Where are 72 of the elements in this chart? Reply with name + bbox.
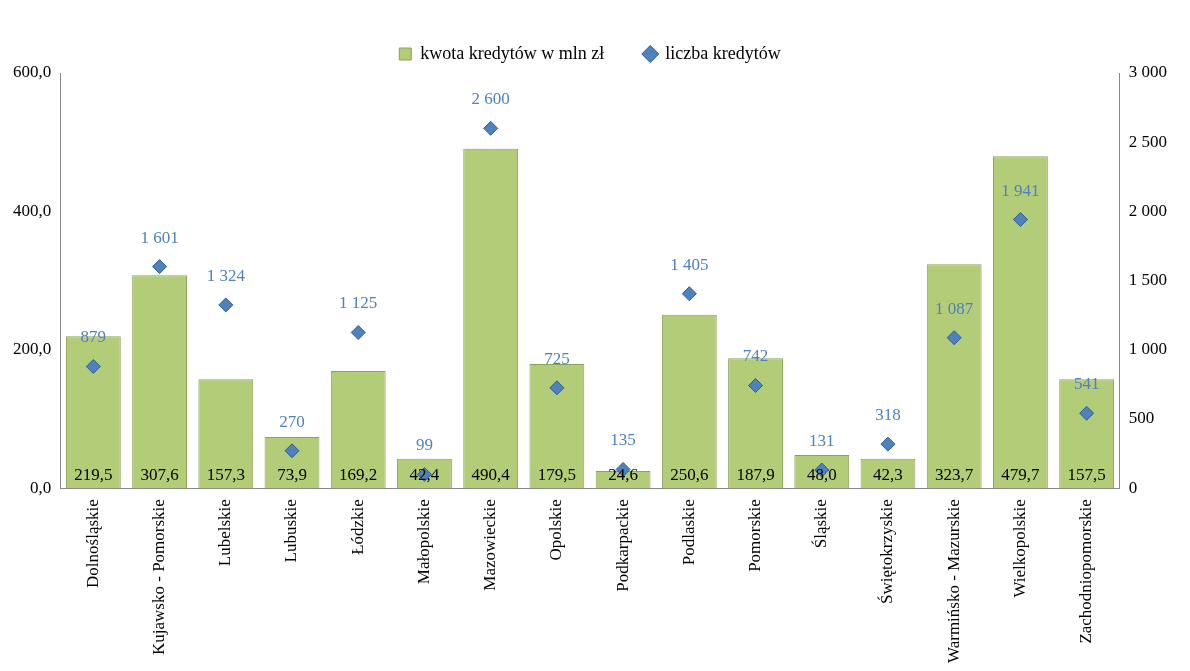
data-label: 1 125 (339, 293, 378, 313)
point (681, 286, 697, 302)
x-tick-label: Warmińsko - Mazurskie (943, 499, 963, 664)
data-label: 1 941 (1001, 180, 1040, 200)
data-label: 1 601 (140, 227, 179, 247)
x-tick-label: Świętokrzyskie (877, 499, 897, 604)
point (85, 359, 101, 374)
data-label: 187,9 (736, 465, 775, 485)
y2-tick-label: 0 (1128, 477, 1138, 497)
point (748, 377, 764, 393)
data-label: 270 (279, 411, 305, 431)
data-label: 157,5 (1067, 465, 1106, 485)
x-tick-label: Podlaskie (678, 499, 698, 566)
x-tick-label: Mazowieckie (480, 499, 500, 591)
point (218, 297, 234, 313)
x-tick-label: Lubelskie (215, 499, 235, 567)
legend-label: kwota kredytów w mln zł (420, 42, 605, 63)
y2-tick-label: 2 000 (1128, 200, 1167, 220)
x-tick-label: Wielkopolskie (1009, 499, 1029, 598)
point (946, 330, 962, 346)
data-label: 169,2 (339, 465, 378, 485)
data-label: 135 (610, 430, 636, 450)
data-label: 479,7 (1001, 465, 1041, 485)
data-label: 541 (1073, 374, 1100, 394)
point (880, 436, 896, 452)
x-tick-label: Małopolskie (413, 499, 433, 585)
data-label: 42,3 (873, 465, 903, 485)
data-label: 2 600 (471, 89, 510, 109)
y2-tick-label: 2 500 (1128, 131, 1167, 151)
x-tick-label: Zachodniopomorskie (1076, 499, 1096, 644)
x-tick-label: Lubuskie (281, 499, 301, 563)
data-label: 1 087 (935, 298, 974, 318)
legend-label: liczba kredytów (665, 42, 781, 63)
data-label: 219,5 (74, 465, 113, 485)
data-label: 179,5 (537, 465, 577, 485)
data-label: 131 (809, 430, 835, 450)
point (483, 120, 499, 136)
y-tick-label: 200,0 (13, 339, 52, 359)
x-tick-label: Dolnośląskie (82, 499, 102, 588)
point (350, 324, 366, 340)
x-tick-label: Pomorskie (745, 499, 765, 572)
data-label: 250,6 (670, 465, 709, 485)
data-label: 24,6 (608, 465, 638, 485)
x-tick-label: Śląskie (811, 499, 831, 549)
data-label: 99 (415, 435, 433, 455)
data-label: 157,3 (206, 465, 245, 485)
x-tick-label: Kujawsko - Pomorskie (149, 499, 169, 655)
data-label: 73,9 (277, 465, 307, 485)
data-label: 323,7 (935, 465, 974, 485)
point (1012, 212, 1028, 228)
data-label: 48,0 (806, 465, 837, 485)
y2-tick-label: 1 000 (1128, 339, 1167, 359)
y-tick-label: 600,0 (13, 62, 52, 82)
data-label: 1 324 (206, 265, 246, 285)
data-label: 42,4 (409, 465, 440, 485)
data-label: 725 (544, 348, 570, 368)
point (1079, 405, 1095, 421)
point (152, 259, 168, 275)
data-label: 490,4 (471, 465, 511, 485)
x-tick-label: Łódzkie (347, 499, 367, 555)
data-label: 1 405 (670, 254, 709, 274)
point (549, 380, 565, 396)
y2-tick-label: 500 (1128, 408, 1155, 428)
y-tick-label: 0,0 (30, 477, 52, 497)
data-label: 307,6 (140, 465, 179, 485)
y2-tick-label: 1 500 (1128, 270, 1167, 290)
y2-tick-label: 3 000 (1128, 62, 1167, 82)
data-label: 318 (875, 405, 901, 425)
x-tick-label: Opolskie (546, 499, 566, 561)
y-tick-label: 400,0 (13, 200, 52, 220)
point (284, 443, 300, 459)
x-tick-label: Podkarpackie (612, 499, 632, 592)
